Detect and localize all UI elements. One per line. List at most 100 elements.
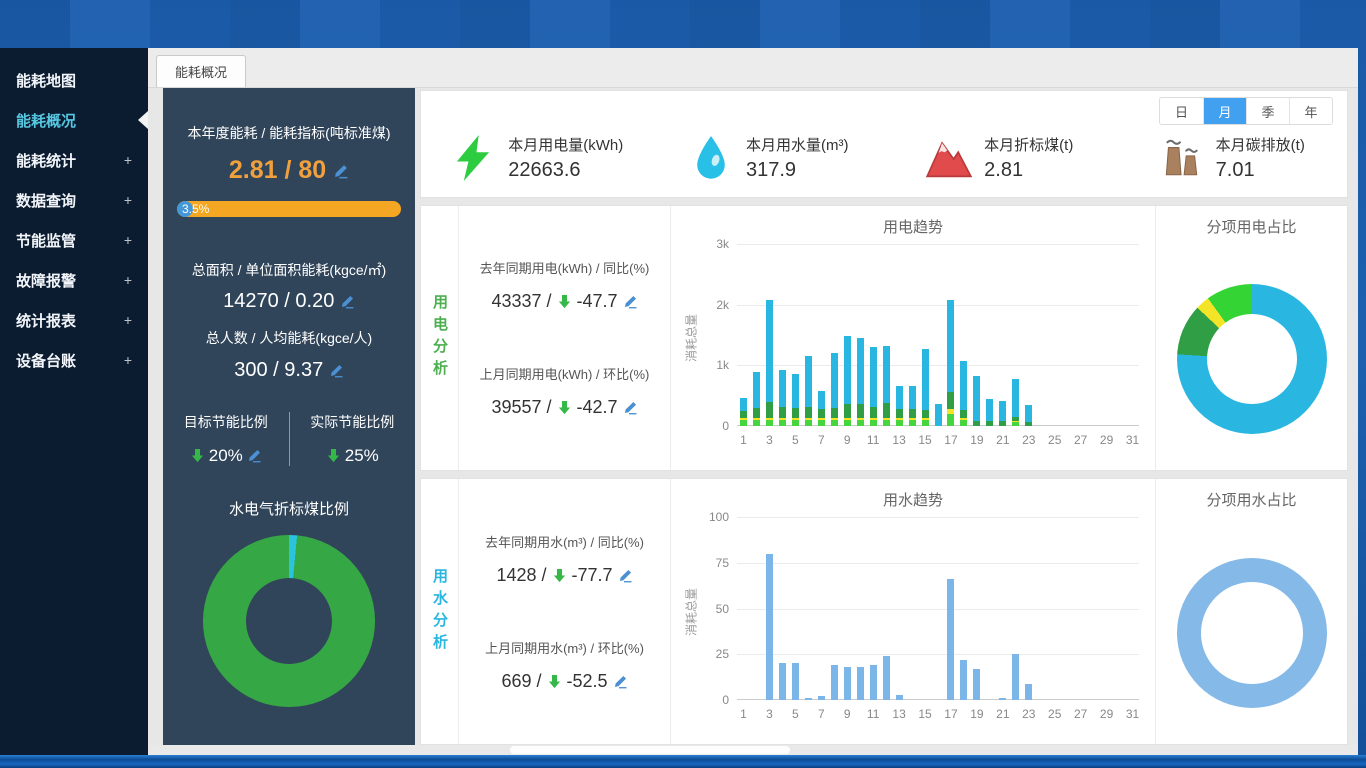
horizontal-scrollbar-thumb[interactable] (510, 746, 790, 754)
sidebar-item-label: 能耗概况 (16, 112, 77, 130)
bar-segment-segment-cyan (843, 336, 851, 404)
x-tick-label: 15 (918, 433, 932, 447)
edit-icon[interactable] (623, 294, 638, 309)
y-tick-label: 75 (715, 555, 729, 570)
bar-segment-segment-dark-green (1012, 416, 1020, 421)
bar-segment-segment-cyan (1025, 405, 1033, 423)
tab-energy-overview[interactable]: 能耗概况 (156, 55, 247, 87)
sidebar-item-energy-overview[interactable]: 能耗概况 (0, 100, 148, 140)
sidebar-item-energy-statistics[interactable]: 能耗统计 + (0, 140, 148, 180)
y-tick-label: 0 (722, 419, 729, 433)
bar-segment-segment-dark-green (882, 402, 890, 418)
expand-plus-icon: + (123, 192, 132, 208)
kpi-electricity-label: 本月用电量(kWh) (508, 137, 624, 154)
water-stats: 去年同期用水(m³) / 同比(%) 1428 / -77.7 上月同期用水(m… (459, 479, 671, 744)
kpi-water: 本月用水量(m³) 317.9 (653, 119, 885, 197)
bar-segment-segment-dark-green (869, 407, 877, 418)
down-arrow-icon (553, 568, 565, 582)
water-share-title: 分项用水占比 (1206, 492, 1297, 509)
bar-segment-segment-cyan (791, 373, 799, 409)
period-day-button[interactable]: 日 (1160, 98, 1203, 124)
bar-segment-segment-cyan (752, 372, 760, 408)
y-tick-label: 50 (715, 601, 729, 616)
x-tick-label: 3 (766, 707, 773, 721)
bar-segment-segment-cyan (908, 385, 916, 410)
bar-segment-segment-light-green (869, 419, 877, 426)
sidebar-item-energy-map[interactable]: 能耗地图 (0, 60, 148, 100)
area-energy-title: 总面积 / 单位面积能耗(kgce/㎡) (191, 261, 387, 278)
water-trend-plot: 0 25 50 75 100 1 3 5 7 9 11 13 15 17 19 21 23 25 27 29 31 (709, 510, 1139, 721)
electricity-y-axis-label: 消耗总量 (684, 313, 699, 363)
sidebar-item-fault-alarm[interactable]: 故障报警 + (0, 260, 148, 300)
x-tick-label: 15 (918, 707, 932, 721)
x-tick-label: 7 (817, 433, 825, 447)
grid-line (737, 562, 1139, 564)
grid-line (737, 699, 1139, 700)
bar-segment-water-usage (804, 698, 812, 700)
electricity-analysis-section: 用电分析 去年同期用电(kWh) / 同比(%) 43337 / -47.7 上… (420, 205, 1348, 471)
bar-segment-segment-yellow (869, 417, 877, 420)
water-mom-block: 上月同期用水(m³) / 环比(%) 669 / -52.5 (459, 638, 670, 692)
sidebar-item-label: 节能监管 (16, 232, 77, 250)
grid-line (737, 365, 1139, 367)
annual-energy-value: 2.81 / 80 (163, 156, 415, 185)
actual-saving-value: 25% (290, 446, 416, 466)
bar-segment-segment-cyan (882, 345, 890, 403)
x-tick-label: 9 (843, 433, 851, 447)
x-tick-label: 17 (944, 433, 958, 447)
bar-segment-segment-dark-green (947, 392, 955, 410)
bar-segment-segment-light-green (791, 419, 799, 426)
annual-energy-title: 本年度能耗 / 能耗指标(吨标准煤) (187, 125, 391, 141)
sidebar-item-statistical-reports[interactable]: 统计报表 + (0, 300, 148, 340)
bar-segment-segment-dark-green (908, 409, 916, 418)
electricity-mom-value: 39557 / -42.7 (459, 397, 670, 418)
donut-hole (1206, 314, 1297, 405)
water-share-panel: 分项用水占比 (1155, 479, 1347, 744)
kpi-water-label: 本月用水量(m³) (746, 137, 849, 154)
y-tick-label: 0 (722, 693, 729, 707)
sidebar-item-label: 能耗统计 (16, 152, 77, 170)
summary-panel: 本年度能耗 / 能耗指标(吨标准煤) 2.81 / 80 3.5% 总面积 / … (163, 88, 415, 745)
bar-segment-segment-light-green (908, 419, 916, 426)
sidebar-item-data-query[interactable]: 数据查询 + (0, 180, 148, 220)
bar-segment-segment-light-green (739, 419, 747, 426)
bar-segment-segment-dark-green (999, 421, 1007, 426)
sidebar-item-energy-saving-supervision[interactable]: 节能监管 + (0, 220, 148, 260)
actual-saving-block: 实际节能比例 25% (290, 412, 416, 466)
edit-icon[interactable] (613, 674, 628, 689)
x-tick-label: 25 (1048, 707, 1062, 721)
edit-icon[interactable] (247, 448, 262, 463)
bar-segment-segment-dark-green (791, 408, 799, 418)
per-capita-energy-title: 总人数 / 人均能耗(kgce/人) (205, 330, 373, 347)
horizontal-scrollbar[interactable] (148, 745, 1358, 755)
down-arrow-icon (327, 449, 339, 463)
period-month-button[interactable]: 月 (1203, 98, 1246, 124)
edit-icon[interactable] (623, 400, 638, 415)
bar-segment-segment-light-green (960, 419, 968, 426)
bar-segment-segment-yellow (856, 417, 864, 420)
bar-segment-segment-dark-green (895, 409, 903, 418)
bar-segment-segment-light-green (1012, 422, 1020, 426)
electricity-mom-title: 上月同期用电(kWh) / 环比(%) (479, 367, 650, 382)
x-tick-label: 9 (843, 707, 851, 721)
bar-segment-water-usage (778, 663, 786, 700)
x-tick-label: 17 (944, 707, 958, 721)
x-tick-label: 11 (866, 707, 880, 721)
bar-segment-segment-light-green (882, 419, 890, 426)
water-trend-chart: 用水趋势 消耗总量 0 25 50 75 100 1 3 5 7 9 11 13 15 17 19 21 23 2… (671, 479, 1155, 744)
water-mom-title: 上月同期用水(m³) / 环比(%) (485, 640, 644, 656)
period-quarter-button[interactable]: 季 (1246, 98, 1289, 124)
edit-icon[interactable] (333, 163, 349, 179)
period-year-button[interactable]: 年 (1289, 98, 1332, 124)
sidebar-item-equipment-ledger[interactable]: 设备台账 + (0, 340, 148, 380)
bar-segment-segment-light-green (830, 419, 838, 426)
edit-icon[interactable] (618, 568, 633, 583)
edit-icon[interactable] (340, 294, 355, 309)
bar-segment-segment-yellow (765, 417, 773, 420)
edit-icon[interactable] (329, 363, 344, 378)
down-arrow-icon (191, 449, 203, 463)
x-tick-label: 29 (1099, 707, 1114, 721)
x-tick-label: 23 (1022, 433, 1036, 447)
kpi-electricity: 本月用电量(kWh) 22663.6 (421, 119, 653, 197)
bar-segment-segment-cyan (960, 361, 968, 410)
